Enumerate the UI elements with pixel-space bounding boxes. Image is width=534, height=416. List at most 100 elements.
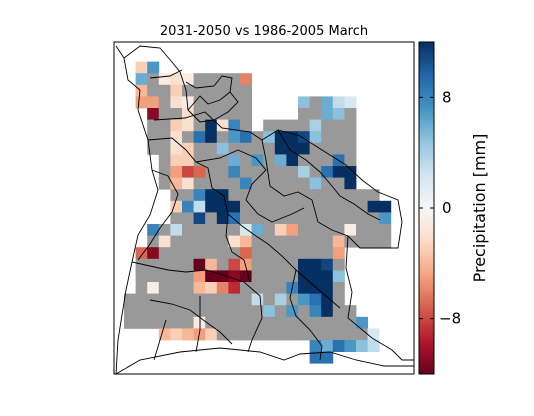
heatmap-cell xyxy=(309,154,322,167)
province-7 xyxy=(277,129,381,221)
heatmap-cell xyxy=(158,177,171,190)
heatmap-cell xyxy=(332,305,345,318)
heatmap-cell xyxy=(158,305,171,318)
heatmap-cell xyxy=(344,189,357,202)
heatmap-cell xyxy=(263,328,276,341)
heatmap-cell xyxy=(205,189,218,202)
heatmap-cell xyxy=(240,235,252,248)
heatmap-cell xyxy=(332,200,345,213)
heatmap-cell xyxy=(286,142,299,155)
heatmap-cell xyxy=(193,131,206,144)
heatmap-cell xyxy=(344,305,357,318)
heatmap-cell xyxy=(321,119,334,132)
heatmap-cell xyxy=(344,119,357,132)
heatmap-cell xyxy=(344,224,357,236)
heatmap-cell xyxy=(193,235,206,248)
heatmap-cell xyxy=(321,177,334,190)
heatmap-cell xyxy=(216,96,229,109)
heatmap-cell xyxy=(182,73,194,86)
heatmap-cell xyxy=(228,258,241,271)
heatmap-cell xyxy=(321,293,334,306)
heatmap-cell xyxy=(182,142,194,155)
heatmap-cell xyxy=(251,166,264,178)
heatmap-cell xyxy=(228,166,241,178)
heatmap-cell xyxy=(240,84,252,97)
heatmap-cell xyxy=(356,200,368,213)
heatmap-cell xyxy=(205,131,218,144)
country-borders xyxy=(115,45,415,375)
heatmap-cell xyxy=(135,247,148,260)
heatmap-cell xyxy=(263,212,276,225)
heatmap-cell xyxy=(298,177,310,190)
heatmap-cell xyxy=(147,61,160,74)
colorbar-ticks: 8 0 −8 xyxy=(419,88,461,328)
heatmap-cell xyxy=(170,108,183,120)
heatmap-cell xyxy=(147,270,160,283)
heatmap-cell xyxy=(193,119,206,132)
heatmap-cell xyxy=(158,142,171,155)
heatmap-cell xyxy=(251,316,264,329)
heatmap-cell xyxy=(309,224,322,236)
heatmap-cell xyxy=(216,293,229,306)
heatmap-cell xyxy=(147,96,160,109)
heatmap-cell xyxy=(147,119,160,132)
heatmap-cell xyxy=(263,247,276,260)
heatmap-cell xyxy=(240,328,252,341)
heatmap-cell xyxy=(193,96,206,109)
heatmap-cell xyxy=(298,119,310,132)
heatmap-cell xyxy=(170,258,183,271)
heatmap-cell xyxy=(274,166,287,178)
heatmap-cell xyxy=(286,119,299,132)
heatmap-cell xyxy=(147,73,160,86)
heatmap-cell xyxy=(193,154,206,167)
heatmap-cell xyxy=(158,96,171,109)
heatmap-cell xyxy=(298,166,310,178)
heatmap-cell xyxy=(274,119,287,132)
heatmap-cell xyxy=(216,73,229,86)
heatmap-cell xyxy=(332,340,345,352)
heatmap-cell xyxy=(332,108,345,120)
heatmap-cell xyxy=(332,166,345,178)
heatmap-cell xyxy=(332,258,345,271)
heatmap-cell xyxy=(170,154,183,167)
heatmap-cell xyxy=(170,270,183,283)
heatmap-cell xyxy=(228,189,241,202)
heatmap-cell xyxy=(344,142,357,155)
heatmap-cell xyxy=(170,131,183,144)
heatmap-cell xyxy=(135,61,148,74)
chart-title: 2031-2050 vs 1986-2005 March xyxy=(160,24,368,39)
heatmap-cell xyxy=(298,328,310,341)
heatmap-cell xyxy=(147,293,160,306)
heatmap-cell xyxy=(309,212,322,225)
heatmap-cell xyxy=(286,235,299,248)
heatmap-cell xyxy=(251,247,264,260)
heatmap-cell xyxy=(263,293,276,306)
heatmap-cell xyxy=(158,224,171,236)
heatmap-cell xyxy=(263,235,276,248)
heatmap-cell xyxy=(240,166,252,178)
heatmap-cell xyxy=(205,119,218,132)
province-3 xyxy=(195,149,305,223)
heatmap-cell xyxy=(182,316,194,329)
heatmap-cell xyxy=(216,316,229,329)
heatmap-cell xyxy=(298,142,310,155)
heatmap-cell xyxy=(332,119,345,132)
heatmap-cell xyxy=(367,235,380,248)
heatmap-cell xyxy=(321,270,334,283)
heatmap-cell xyxy=(158,166,171,178)
heatmap-cell xyxy=(182,189,194,202)
heatmap-cell xyxy=(216,235,229,248)
heatmap-cell xyxy=(193,224,206,236)
heatmap-cell xyxy=(286,177,299,190)
heatmap-cell xyxy=(170,189,183,202)
heatmap-cell xyxy=(228,328,241,341)
heatmap-cell xyxy=(193,200,206,213)
heatmap-cell xyxy=(321,282,334,294)
heatmap-cell xyxy=(228,305,241,318)
heatmap-cell xyxy=(228,177,241,190)
heatmap-cell xyxy=(240,108,252,120)
heatmap-cell xyxy=(344,177,357,190)
heatmap-cell xyxy=(216,177,229,190)
heatmap-cell xyxy=(228,108,241,120)
heatmap-cell xyxy=(147,247,160,260)
